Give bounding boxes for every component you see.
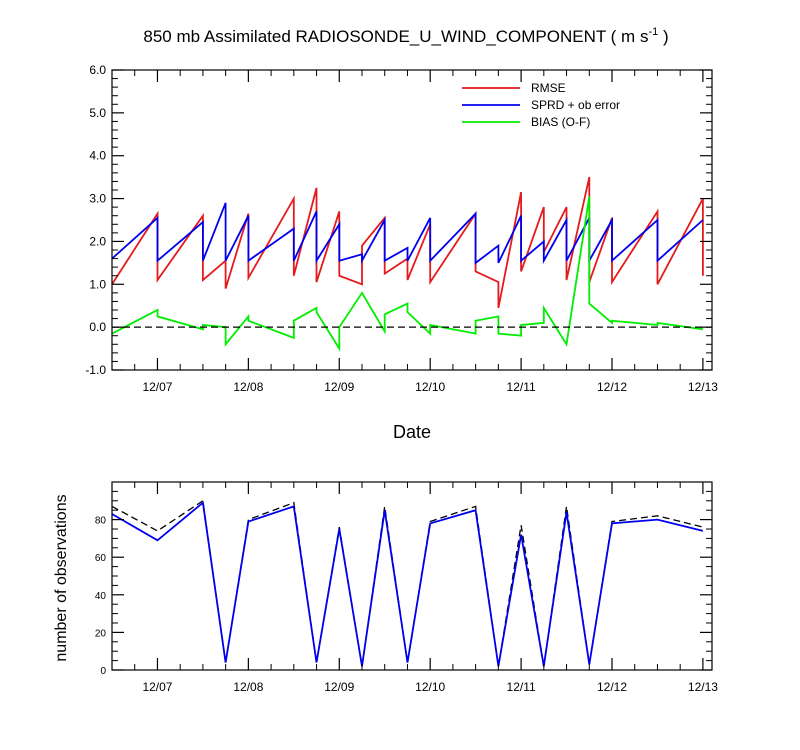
top-plot-frame: [111, 69, 713, 371]
y-tick-label: 5.0: [89, 106, 106, 120]
x-tick-label: 12/12: [597, 380, 627, 394]
series-line-sprd-ob-error: [112, 202, 704, 265]
y-tick-label: 2.0: [89, 234, 106, 248]
x-tick-label: 12/11: [507, 380, 536, 394]
bottom-y-axis-label: number of observations: [53, 494, 70, 661]
y-tick-label: 80: [95, 516, 107, 527]
x-tick-label: 12/10: [415, 680, 445, 694]
y-tick-label: 1.0: [89, 277, 106, 291]
y-tick-label: 20: [95, 628, 107, 639]
top-x-axis-label: Date: [393, 422, 431, 442]
legend-label: BIAS (O-F): [531, 115, 590, 129]
x-tick-label: 12/13: [688, 380, 718, 394]
series-line-possible-observations: [112, 499, 704, 667]
y-tick-label: 40: [95, 591, 107, 602]
x-tick-label: 12/07: [142, 380, 172, 394]
x-tick-label: 12/08: [233, 680, 263, 694]
x-tick-label: 12/11: [507, 680, 536, 694]
top-chart: 12/07 12/08 12/09 12/10 12/11 12/12 12/13 -1.0 0…: [85, 63, 718, 394]
x-tick-label: 12/09: [324, 680, 354, 694]
x-tick-label: 12/12: [597, 680, 627, 694]
bottom-chart: 12/07 12/08 12/09 12/10 12/11 12/12 12/13 0 20 40…: [95, 481, 718, 694]
bottom-plot-frame: [111, 481, 713, 671]
x-tick-label: 12/08: [233, 380, 263, 394]
x-tick-label: 12/10: [415, 380, 445, 394]
x-tick-label: 12/13: [688, 680, 718, 694]
chart-title: 850 mb Assimilated RADIOSONDE_U_WIND_COM…: [143, 26, 668, 46]
x-tick-label: 12/09: [324, 380, 354, 394]
legend-label: RMSE: [531, 81, 566, 95]
y-tick-label: 0: [100, 666, 106, 677]
y-tick-label: 60: [95, 553, 107, 564]
series-line-assimilated-observations: [112, 500, 704, 667]
y-tick-label: 6.0: [89, 63, 106, 77]
y-tick-label: 3.0: [89, 192, 106, 206]
legend-label: SPRD + ob error: [531, 98, 620, 112]
series-line-bias-o-f: [112, 196, 704, 352]
legend: RMSE SPRD + ob error BIAS (O-F): [462, 81, 620, 129]
y-tick-label: -1.0: [85, 363, 106, 377]
x-tick-label: 12/07: [142, 680, 172, 694]
y-tick-label: 4.0: [89, 149, 106, 163]
series-line-rmse: [112, 176, 704, 309]
y-tick-label: 0.0: [89, 320, 106, 334]
